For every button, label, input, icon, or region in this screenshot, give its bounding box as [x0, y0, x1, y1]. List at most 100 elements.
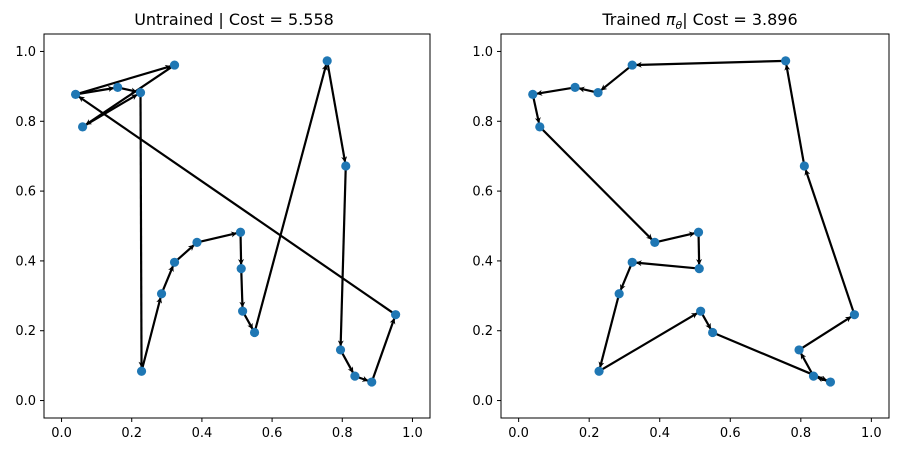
tour-edge-untrained-4 [160, 265, 175, 295]
city-points-trained [528, 56, 860, 387]
city-point-untrained-6 [156, 289, 167, 299]
plot-frame-trained [500, 33, 890, 419]
city-point-untrained-8 [192, 237, 202, 248]
x-tick-label-untrained-3: 0.6 [262, 426, 283, 441]
x-tick-label-untrained-4: 0.8 [332, 426, 353, 441]
city-point-trained-4 [627, 60, 637, 70]
city-point-untrained-2 [113, 82, 123, 93]
city-point-untrained-0 [70, 89, 81, 99]
city-point-untrained-10 [236, 263, 246, 274]
city-point-trained-16 [808, 371, 819, 381]
title-untrained: Untrained | Cost = 5.558 [134, 10, 334, 29]
y-tick-label-trained-2: 0.4 [472, 254, 493, 269]
city-point-trained-5 [594, 366, 604, 376]
city-point-untrained-9 [235, 227, 246, 237]
city-point-trained-18 [849, 310, 860, 320]
x-tick-label-untrained-2: 0.4 [192, 426, 213, 441]
x-tick-label-trained-3: 0.6 [720, 426, 741, 441]
city-point-trained-2 [570, 82, 580, 93]
x-tick-label-trained-4: 0.8 [790, 426, 811, 441]
city-point-untrained-11 [238, 306, 248, 316]
tour-edge-trained-1 [600, 64, 633, 92]
tour-edge-trained-8 [635, 260, 700, 270]
y-tick-label-trained-3: 0.6 [472, 185, 493, 200]
y-tick-label-untrained-0: 0.0 [15, 394, 36, 409]
tour-edge-trained-16 [798, 315, 853, 351]
panel-untrained: Untrained | Cost = 5.558 0.0 0.2 0.4 0.6 0.8… [15, 10, 431, 441]
city-point-untrained-15 [335, 345, 346, 355]
y-tick-label-trained-4: 0.8 [472, 115, 493, 130]
tour-edge-untrained-3 [140, 296, 163, 372]
y-tick-label-trained-1: 0.2 [472, 324, 493, 339]
tour-edge-untrained-16 [77, 95, 397, 316]
tour-edge-trained-10 [598, 293, 621, 369]
x-tick-label-trained-2: 0.4 [649, 426, 670, 441]
y-tick-label-trained-5: 1.0 [472, 45, 493, 60]
y-tick-label-trained-0: 0.0 [472, 394, 493, 409]
city-point-untrained-17 [367, 377, 377, 387]
tour-edge-untrained-2 [138, 92, 145, 368]
axis-ticks-trained: 0.0 0.2 0.4 0.6 0.8 1.0 0.0 0.2 0.4 0.6 0.8 1.0 [472, 45, 881, 441]
tour-edge-trained-7 [696, 232, 703, 266]
city-point-untrained-1 [78, 122, 88, 132]
panel-trained: Trained πθ| Cost = 3.896 0.0 0.2 0.4 0.6 0.8… [472, 10, 890, 441]
city-point-trained-0 [528, 89, 538, 99]
tour-edge-trained-13 [712, 331, 828, 382]
city-point-trained-3 [593, 88, 603, 98]
tour-edge-trained-17 [804, 168, 856, 316]
city-point-untrained-18 [391, 310, 401, 320]
tour-edges-untrained [75, 60, 397, 383]
city-point-untrained-12 [249, 327, 260, 338]
city-point-untrained-7 [169, 257, 180, 267]
city-point-trained-14 [799, 161, 809, 171]
tour-edge-untrained-6 [196, 231, 238, 244]
tour-edge-untrained-18 [84, 64, 176, 126]
tour-edge-trained-3 [536, 86, 576, 96]
city-point-trained-9 [693, 227, 704, 237]
tour-edge-untrained-15 [370, 317, 396, 383]
axis-ticks-untrained: 0.0 0.2 0.4 0.6 0.8 1.0 0.0 0.2 0.4 0.6 0.8 1.0 [15, 45, 422, 441]
city-point-trained-17 [825, 377, 836, 387]
tour-edge-untrained-17 [75, 64, 172, 96]
y-tick-label-untrained-1: 0.2 [15, 324, 36, 339]
tour-edge-trained-6 [654, 231, 696, 244]
city-point-untrained-5 [136, 366, 147, 376]
city-points-untrained [70, 56, 401, 387]
city-point-untrained-4 [169, 60, 180, 70]
city-point-trained-7 [627, 257, 637, 267]
city-point-trained-10 [694, 263, 704, 274]
y-tick-label-untrained-4: 0.8 [15, 115, 36, 130]
x-tick-label-untrained-1: 0.2 [121, 426, 142, 441]
tour-edge-trained-9 [619, 261, 634, 291]
tour-edge-trained-0 [635, 59, 786, 68]
city-point-trained-13 [781, 56, 791, 66]
tour-edge-untrained-12 [337, 165, 347, 347]
city-point-trained-11 [696, 306, 706, 316]
city-point-trained-15 [794, 345, 804, 355]
x-tick-label-trained-1: 0.2 [579, 426, 600, 441]
y-tick-label-untrained-2: 0.4 [15, 254, 36, 269]
city-point-untrained-16 [350, 371, 360, 381]
tour-edge-untrained-10 [253, 63, 328, 333]
y-tick-label-untrained-5: 1.0 [15, 45, 36, 60]
tour-edge-trained-4 [531, 94, 541, 124]
x-tick-label-untrained-0: 0.0 [51, 426, 72, 441]
city-point-untrained-3 [135, 88, 146, 98]
city-point-trained-8 [650, 237, 660, 248]
x-tick-label-trained-5: 1.0 [861, 426, 882, 441]
city-point-untrained-14 [341, 161, 351, 171]
plot-frame-untrained [43, 33, 431, 419]
tour-edge-untrained-8 [239, 268, 246, 308]
title-trained: Trained πθ| Cost = 3.896 [601, 10, 797, 32]
city-point-trained-12 [708, 327, 718, 338]
city-point-trained-6 [614, 289, 624, 299]
city-point-trained-1 [535, 122, 545, 132]
tour-edges-trained [531, 59, 856, 384]
tour-edge-trained-18 [784, 64, 806, 167]
tour-edge-untrained-11 [326, 60, 348, 163]
tour-edge-trained-11 [598, 312, 699, 373]
city-point-untrained-13 [322, 56, 332, 66]
tour-edge-trained-5 [539, 126, 654, 241]
tour-edge-untrained-19 [82, 93, 139, 128]
